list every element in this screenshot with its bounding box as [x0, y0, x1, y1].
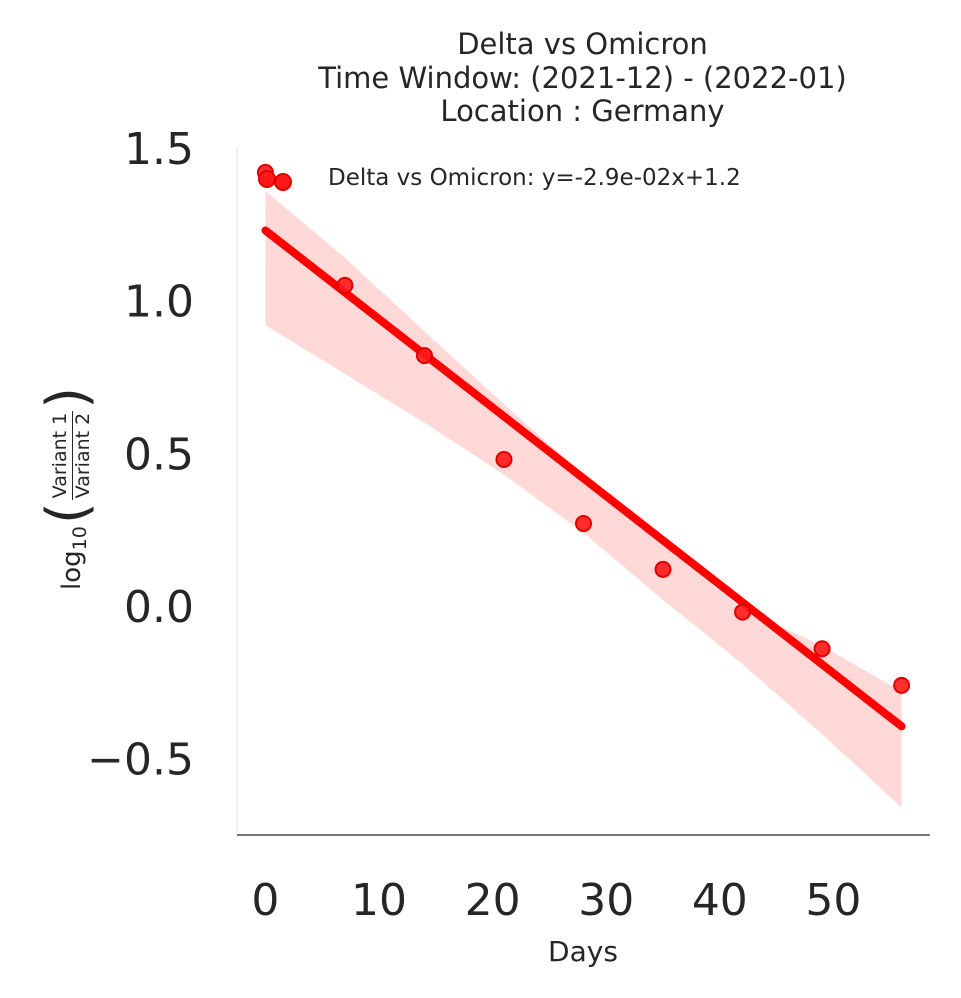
y-axis-label-log: log: [57, 550, 87, 590]
x-tick-label: 0: [251, 875, 279, 926]
data-point: [415, 347, 433, 365]
x-tick-label: 30: [578, 875, 634, 926]
chart-title-line-1: Delta vs Omicron: [457, 27, 708, 61]
data-point: [575, 515, 592, 533]
y-axis-label-denominator: Variant 2: [71, 412, 94, 499]
confidence-band: [265, 190, 902, 808]
data-point: [495, 450, 513, 468]
data-point: [336, 276, 354, 294]
regression-line: [261, 226, 906, 731]
data-point: [654, 560, 672, 578]
y-tick-label: 0.5: [124, 429, 194, 480]
chart-title-line-2: Time Window: (2021-12) - (2022-01): [318, 61, 847, 95]
x-tick-label: 50: [805, 875, 861, 926]
y-axis-label-close-paren: ): [35, 386, 100, 409]
legend-label: Delta vs Omicron: y=-2.9e-02x+1.2: [328, 165, 741, 191]
x-tick-label: 10: [351, 875, 407, 926]
data-point: [893, 676, 911, 694]
data-points-layer: [256, 163, 911, 694]
x-tick-labels: 0 10 20 30 40 50: [251, 875, 861, 926]
data-point: [734, 603, 752, 621]
data-point: [813, 640, 831, 658]
confidence-band-layer: [265, 190, 902, 808]
legend-marker-icon: [274, 173, 292, 191]
chart-title-line-3: Location : Germany: [440, 94, 725, 128]
y-tick-label: 0.0: [124, 582, 194, 633]
y-tick-label: 1.5: [124, 124, 194, 175]
y-axis-label-fraction: Variant 1 Variant 2: [48, 410, 94, 501]
y-axis-label-subscript: 10: [69, 526, 91, 551]
y-tick-label: −0.5: [87, 735, 194, 786]
y-axis-label-open-paren: (: [35, 502, 100, 525]
y-tick-label: 1.0: [124, 277, 194, 328]
y-tick-labels: −0.5 0.0 0.5 1.0 1.5: [87, 124, 194, 786]
legend: Delta vs Omicron: y=-2.9e-02x+1.2: [252, 162, 812, 198]
x-tick-label: 20: [465, 875, 521, 926]
y-axis-label-numerator: Variant 1: [48, 410, 73, 501]
regression-line-layer: [261, 226, 906, 731]
x-tick-label: 40: [692, 875, 748, 926]
x-axis-label: Days: [548, 935, 618, 968]
